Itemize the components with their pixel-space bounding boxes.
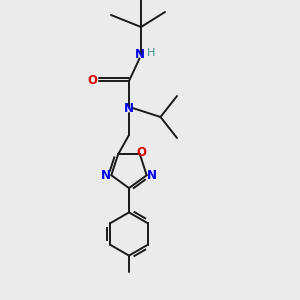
Text: N: N bbox=[124, 101, 134, 115]
Text: H: H bbox=[147, 47, 156, 58]
Text: N: N bbox=[134, 47, 145, 61]
Text: O: O bbox=[136, 146, 146, 160]
Text: N: N bbox=[147, 169, 157, 182]
Text: O: O bbox=[87, 74, 98, 88]
Text: N: N bbox=[101, 169, 111, 182]
